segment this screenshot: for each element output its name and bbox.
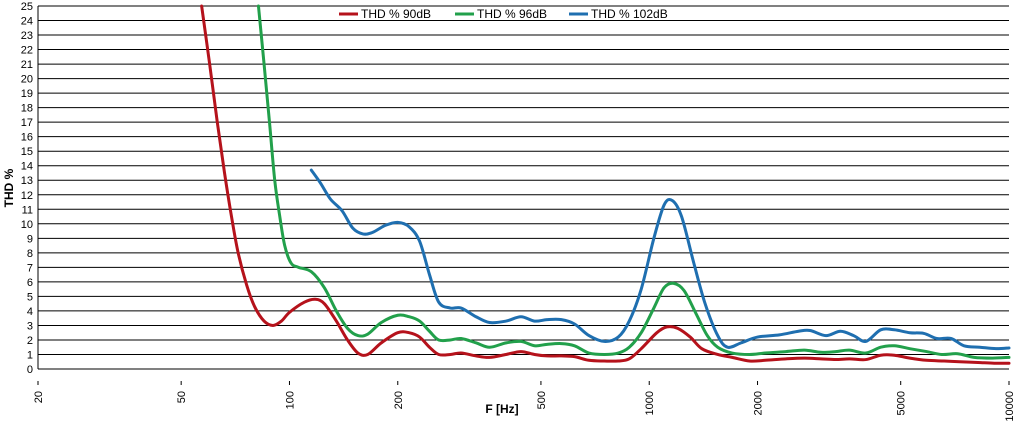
y-tick-label: 6	[27, 277, 33, 289]
y-tick-label: 4	[27, 306, 33, 318]
y-tick-label: 0	[27, 364, 33, 376]
x-axis-label: F [Hz]	[485, 402, 518, 416]
series-line-2	[256, 4, 1011, 360]
x-tick-label: 5000	[896, 391, 908, 415]
x-tick-label: 200	[393, 391, 405, 409]
y-tick-label: 25	[21, 1, 33, 13]
y-tick-label: 14	[21, 161, 33, 173]
x-tick-label: 2000	[753, 391, 765, 415]
y-tick-label: 17	[21, 117, 33, 129]
y-tick-label: 23	[21, 30, 33, 42]
x-tick-label: 10000	[1004, 391, 1016, 422]
y-tick-label: 1	[27, 349, 33, 361]
x-tick-label: 100	[284, 391, 296, 409]
series-lines	[200, 4, 1011, 365]
y-tick-label: 24	[21, 16, 33, 28]
x-tick-label: 500	[536, 391, 548, 409]
y-tick-label: 20	[21, 74, 33, 86]
y-axis-ticks: 0123456789101112131415161718192021222324…	[21, 1, 33, 376]
y-tick-label: 21	[21, 59, 33, 71]
y-tick-label: 13	[21, 175, 33, 187]
y-tick-label: 15	[21, 146, 33, 158]
y-tick-label: 16	[21, 132, 33, 144]
y-tick-label: 2	[27, 335, 33, 347]
y-tick-label: 11	[22, 204, 33, 216]
legend-label-3: THD % 102dB	[591, 7, 668, 21]
y-tick-label: 19	[21, 88, 33, 100]
series-line-3	[309, 168, 1011, 351]
y-tick-label: 7	[27, 262, 33, 274]
legend-label-1: THD % 90dB	[361, 7, 431, 21]
y-tick-label: 10	[21, 219, 33, 231]
y-tick-label: 9	[27, 233, 33, 245]
y-tick-label: 22	[21, 45, 33, 57]
y-axis-label: THD %	[2, 168, 16, 207]
x-axis-ticks: 20 50 100 200 500 1000 2000 5000 10000	[33, 381, 1016, 422]
x-tick-label: 1000	[644, 391, 656, 415]
x-tick-label: 50	[176, 391, 188, 403]
series-line-1	[200, 4, 1011, 365]
y-tick-label: 8	[27, 248, 33, 260]
legend: THD % 90dB THD % 96dB THD % 102dB	[339, 7, 668, 21]
legend-label-2: THD % 96dB	[477, 7, 547, 21]
x-tick-label: 20	[33, 391, 45, 403]
y-tick-label: 5	[27, 291, 33, 303]
grid-lines	[37, 5, 1009, 370]
y-tick-label: 12	[21, 190, 33, 202]
y-tick-label: 18	[21, 103, 33, 115]
y-tick-label: 3	[27, 320, 33, 332]
